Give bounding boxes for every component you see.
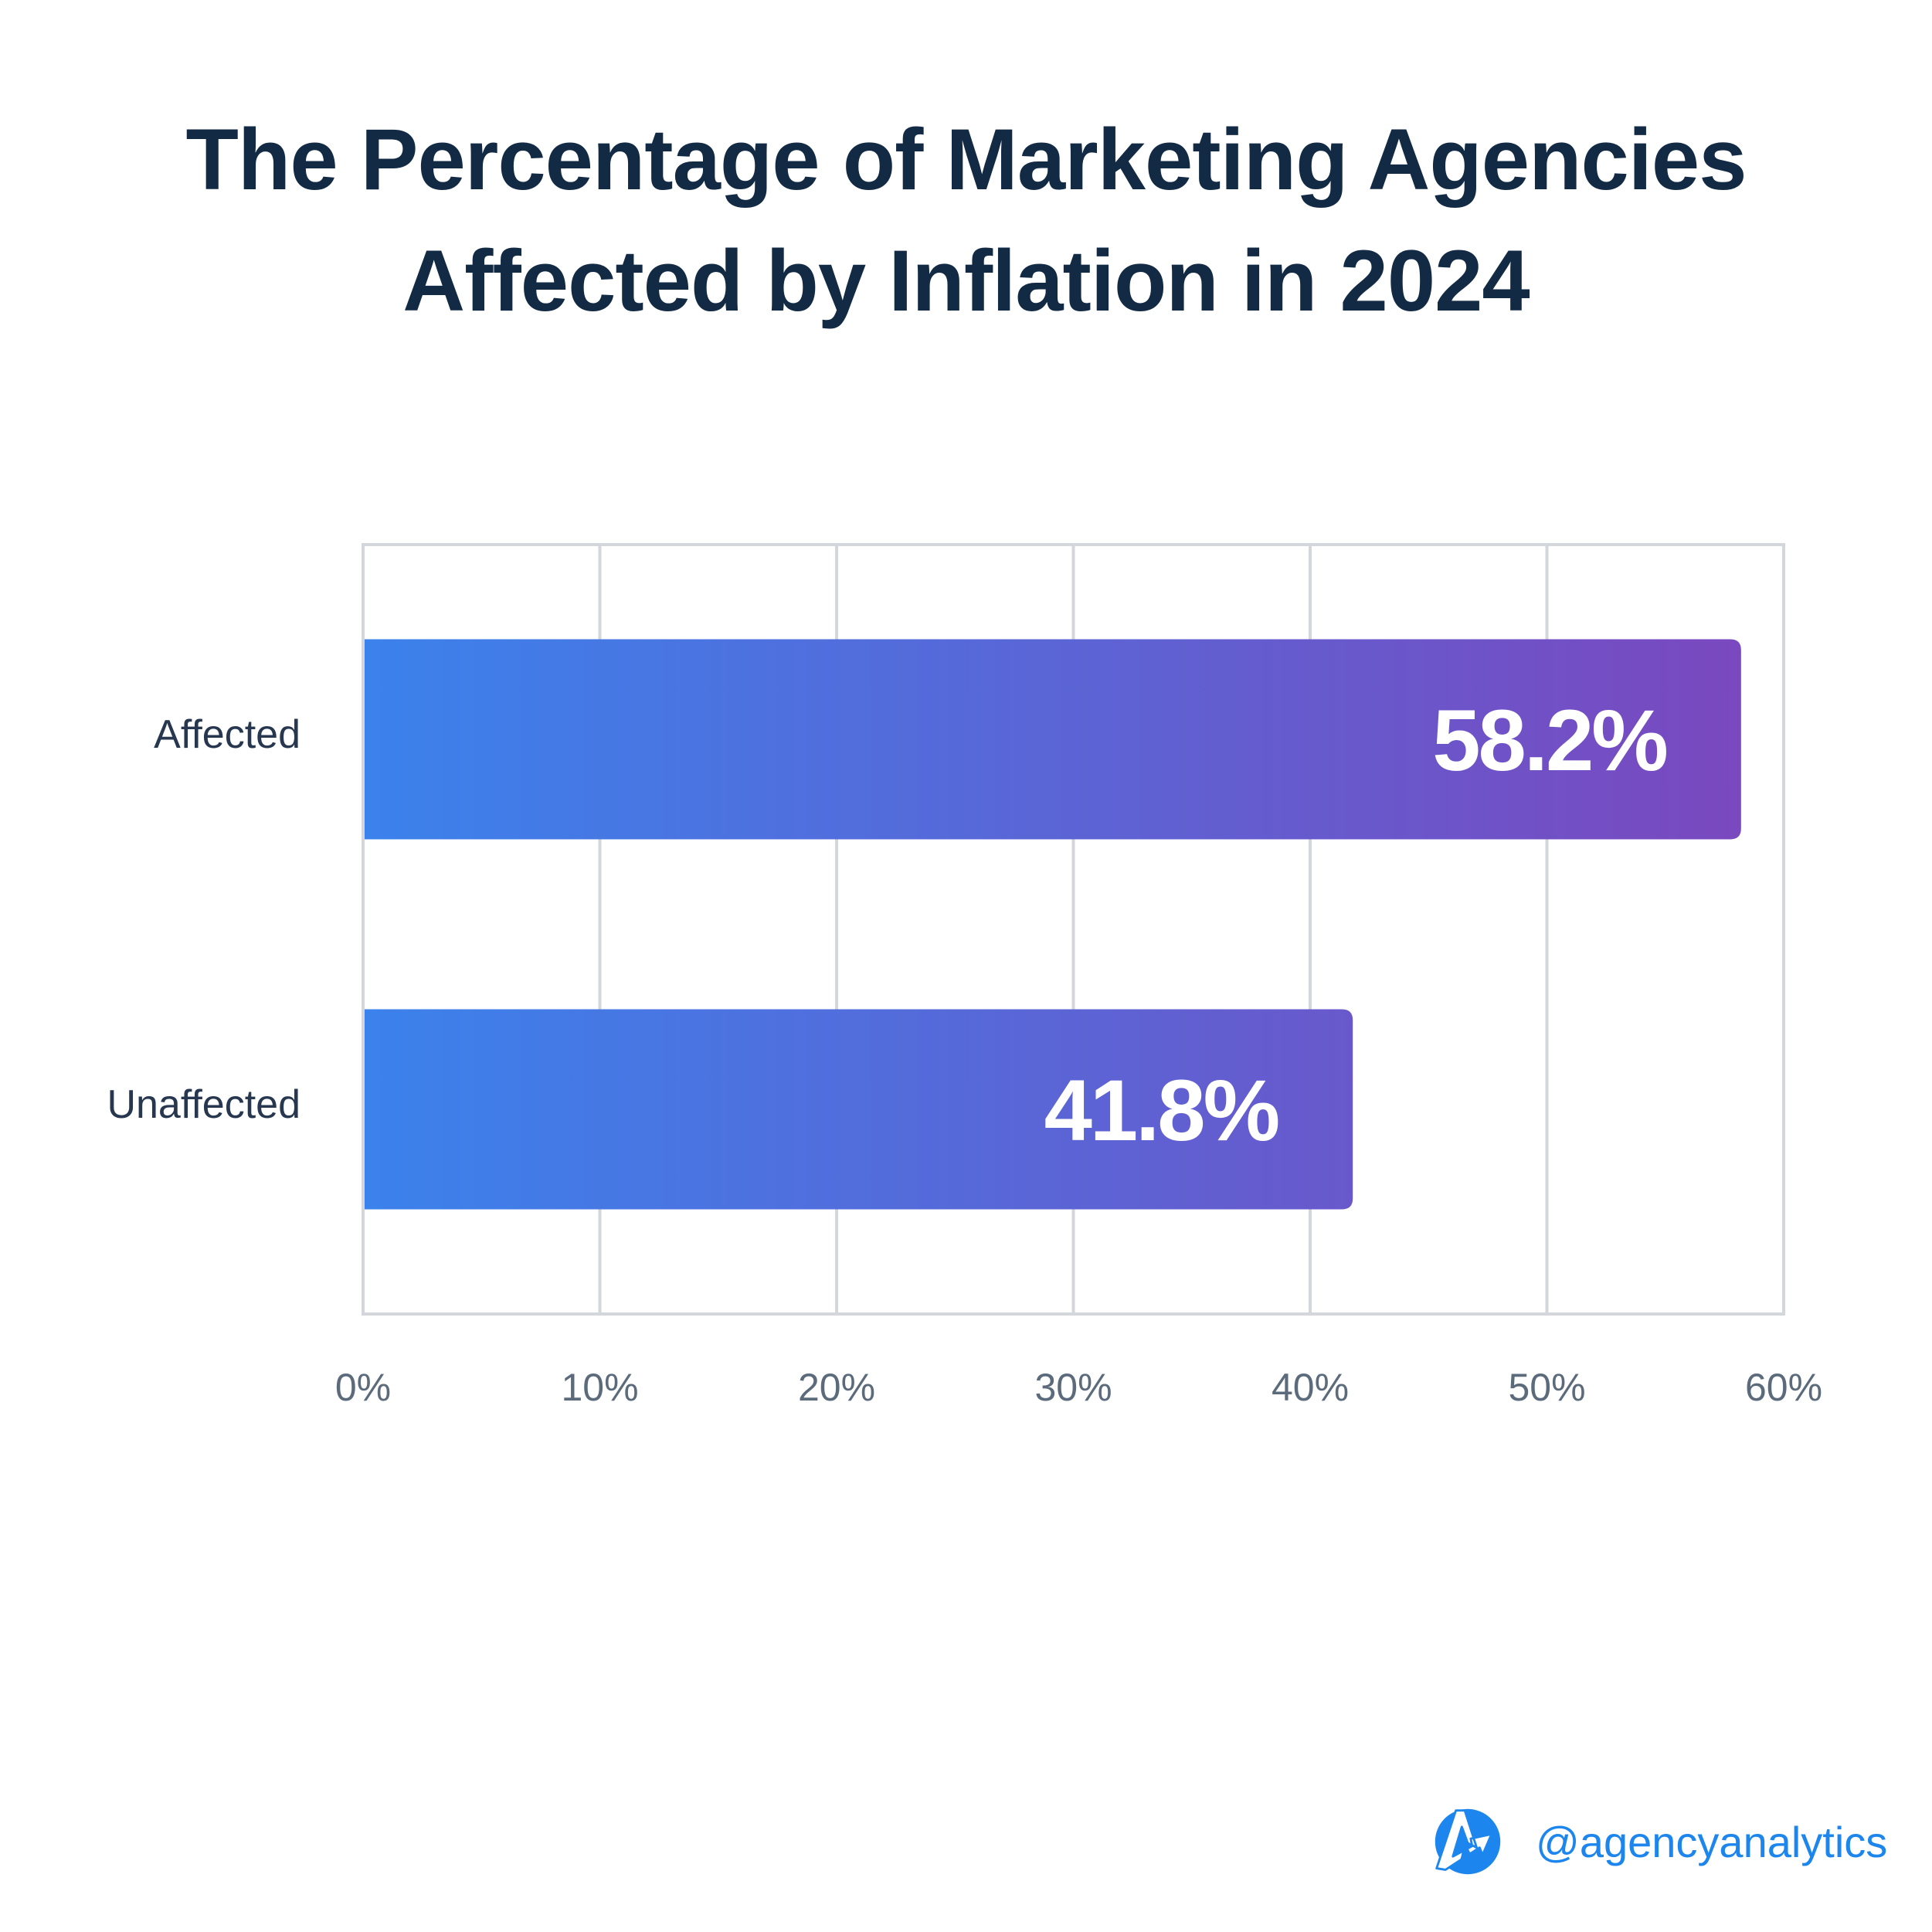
bar-affected xyxy=(365,639,1741,840)
x-tick-label: 60% xyxy=(1745,1366,1822,1409)
value-label-affected: 58.2% xyxy=(1432,692,1666,789)
chart-title: The Percentage of Marketing Agencies Aff… xyxy=(0,99,1932,341)
x-tick-label: 0% xyxy=(335,1366,391,1409)
labels: 0% 10% 20% 30% 40% 50% 60% 58.2% Affected 41.8% Un… xyxy=(107,692,1822,1409)
brand-footer: @agencyanalytics xyxy=(1431,1803,1887,1880)
x-tick-label: 20% xyxy=(798,1366,875,1409)
agencyanalytics-logo-icon xyxy=(1435,1808,1501,1875)
category-label-unaffected: Unaffected xyxy=(107,1082,300,1127)
x-tick-label: 10% xyxy=(561,1366,638,1409)
bars xyxy=(365,639,1741,1210)
bar-unaffected xyxy=(365,1009,1353,1210)
chart-title-line-1: The Percentage of Marketing Agencies xyxy=(185,111,1747,208)
x-tick-label: 30% xyxy=(1034,1366,1112,1409)
x-tick-label: 50% xyxy=(1508,1366,1585,1409)
category-label-affected: Affected xyxy=(154,712,300,757)
chart-title-line-2: Affected by Inflation in 2024 xyxy=(402,233,1530,329)
x-tick-label: 40% xyxy=(1272,1366,1349,1409)
value-label-unaffected: 41.8% xyxy=(1044,1062,1278,1159)
brand-handle: @agencyanalytics xyxy=(1536,1817,1888,1866)
